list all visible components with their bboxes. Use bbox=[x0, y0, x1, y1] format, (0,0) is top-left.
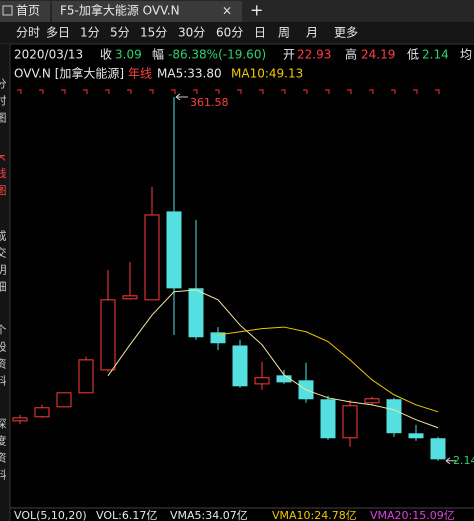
high-annotation: 361.58 bbox=[190, 96, 229, 109]
period-button[interactable]: 1分 bbox=[80, 26, 100, 40]
candle-body bbox=[56, 392, 72, 408]
vma5: VMA5:34.07亿 bbox=[170, 509, 248, 521]
marker bbox=[391, 89, 396, 94]
period-button[interactable]: 60分 bbox=[216, 26, 243, 40]
marker bbox=[281, 89, 286, 94]
legend-symbol: OVV.N [加拿大能源] bbox=[14, 66, 124, 81]
close-tab[interactable]: × bbox=[222, 4, 232, 18]
info-value: 2.14 bbox=[422, 48, 449, 62]
sidebar-item[interactable]: 分时图 bbox=[0, 78, 7, 129]
candle-body bbox=[430, 438, 446, 460]
candle-body bbox=[364, 398, 380, 404]
info-value: -86.38%(-19.60) bbox=[168, 48, 266, 62]
marker bbox=[83, 89, 88, 94]
period-button[interactable]: 分时 bbox=[16, 26, 40, 40]
marker bbox=[127, 89, 132, 94]
legend-ma5: MA5:33.80 bbox=[157, 67, 222, 81]
sidebar-item[interactable]: 成交明细 bbox=[0, 230, 7, 298]
marker bbox=[105, 89, 110, 94]
candle-body bbox=[276, 375, 292, 383]
candle-body bbox=[408, 433, 424, 439]
info-date: 2020/03/13 bbox=[14, 48, 83, 62]
info-label: 幅 bbox=[152, 47, 164, 62]
moving-average bbox=[107, 289, 439, 429]
marker bbox=[171, 89, 176, 94]
home-tab-label: 首页 bbox=[16, 4, 40, 18]
info-label: 均 bbox=[460, 48, 472, 62]
vma20: VMA20:15.09亿 bbox=[370, 509, 455, 521]
annotation-arrow bbox=[175, 93, 188, 101]
marker bbox=[413, 89, 418, 94]
marker bbox=[259, 89, 264, 94]
annotation-arrow bbox=[445, 457, 456, 465]
marker bbox=[39, 89, 44, 94]
info-label: 高 bbox=[345, 47, 357, 62]
candle-body bbox=[100, 299, 116, 371]
candle-body bbox=[232, 345, 248, 387]
marker bbox=[303, 89, 308, 94]
candle-body bbox=[254, 377, 270, 385]
legend-year-line: 年线 bbox=[128, 67, 152, 81]
marker bbox=[149, 89, 154, 94]
marker bbox=[369, 89, 374, 94]
info-value: 22.93 bbox=[297, 48, 331, 62]
marker bbox=[435, 89, 440, 94]
sidebar-item[interactable]: 深度资料 bbox=[0, 418, 7, 486]
period-button[interactable]: 15分 bbox=[140, 26, 167, 40]
marker bbox=[215, 89, 220, 94]
candle-body bbox=[210, 332, 226, 344]
candle-body bbox=[78, 359, 94, 394]
period-button[interactable]: 更多 bbox=[334, 26, 358, 40]
candle-body bbox=[342, 405, 358, 439]
vol-value: VOL:6.17亿 bbox=[96, 509, 157, 521]
marker bbox=[17, 89, 22, 94]
add-tab[interactable]: + bbox=[250, 1, 263, 20]
period-button[interactable]: 日 bbox=[254, 26, 266, 40]
stock-tab[interactable] bbox=[52, 1, 242, 22]
sidebar-item[interactable]: 个股资料 bbox=[0, 324, 7, 392]
moving-average bbox=[217, 326, 439, 413]
period-button[interactable]: 月 bbox=[306, 26, 318, 40]
period-button[interactable]: 多日 bbox=[46, 26, 70, 40]
info-label: 开 bbox=[283, 48, 295, 62]
sidebar-item[interactable]: K线图 bbox=[0, 154, 7, 201]
period-button[interactable]: 30分 bbox=[178, 26, 205, 40]
marker bbox=[61, 89, 66, 94]
period-bar bbox=[0, 22, 474, 44]
candle-body bbox=[188, 288, 204, 338]
candle-body bbox=[34, 407, 50, 418]
marker bbox=[237, 89, 242, 94]
info-label: 低 bbox=[407, 48, 419, 62]
low-annotation: 2.14 bbox=[453, 454, 474, 467]
info-value: 24.19 bbox=[361, 48, 395, 62]
period-button[interactable]: 周 bbox=[278, 26, 290, 40]
candle-body bbox=[12, 417, 28, 422]
sidebar bbox=[0, 44, 10, 521]
marker bbox=[325, 89, 330, 94]
candle-body bbox=[320, 399, 336, 439]
vol-title: VOL(5,10,20) bbox=[14, 509, 87, 521]
candle-body bbox=[122, 295, 138, 300]
marker bbox=[193, 89, 198, 94]
marker bbox=[347, 89, 352, 94]
candle-body bbox=[166, 211, 182, 289]
legend-ma10: MA10:49.13 bbox=[231, 67, 303, 81]
vma10: VMA10:24.78亿 bbox=[272, 509, 357, 521]
candle-body bbox=[144, 214, 160, 301]
info-value: 3.09 bbox=[115, 48, 142, 62]
home-icon bbox=[2, 5, 13, 16]
stock-tab-label: F5-加拿大能源 OVV.N bbox=[60, 3, 180, 18]
candle-body bbox=[386, 399, 402, 434]
info-label: 收 bbox=[100, 48, 112, 62]
period-button[interactable]: 5分 bbox=[110, 26, 130, 40]
